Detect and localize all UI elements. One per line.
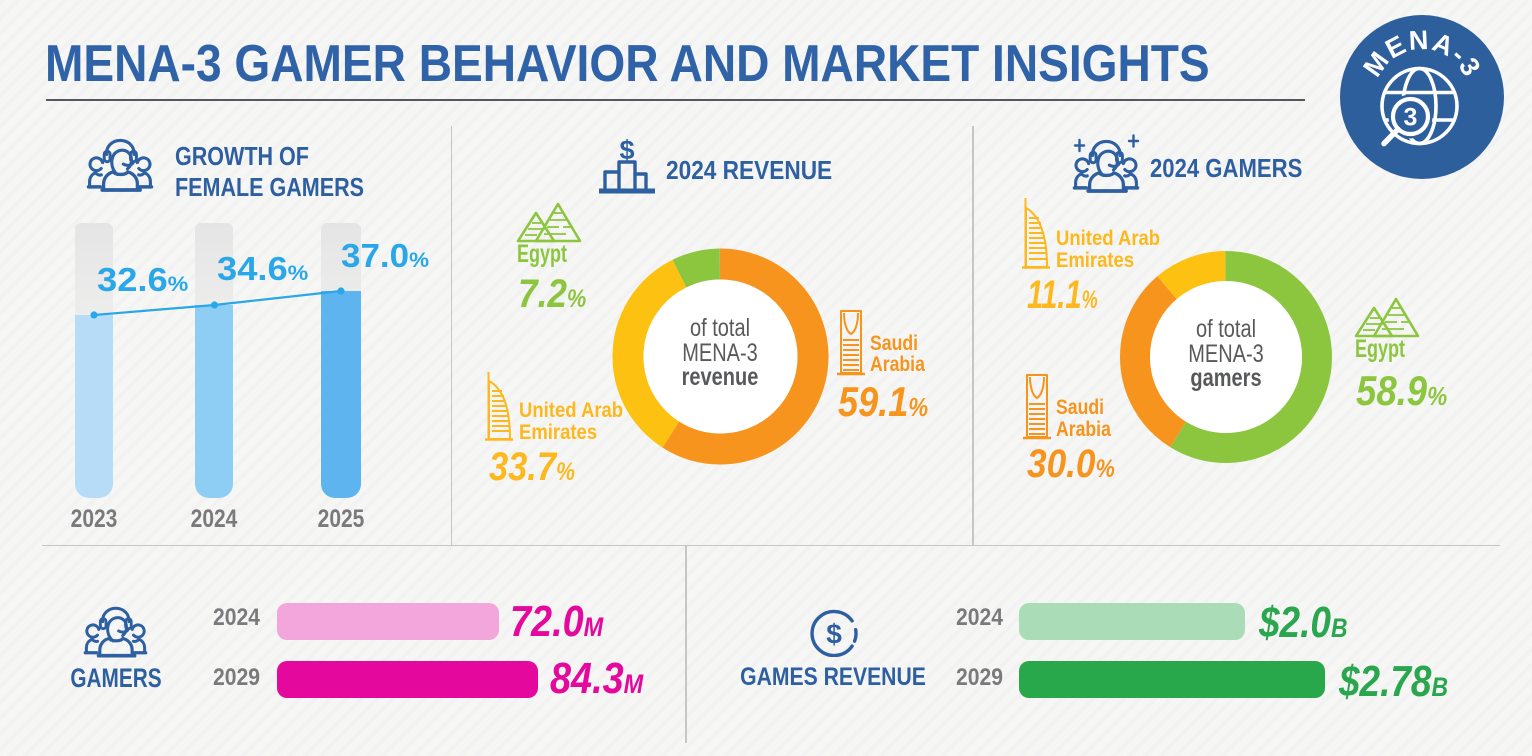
svg-text:$: $: [619, 139, 634, 165]
svg-text:3: 3: [1404, 103, 1418, 131]
svg-text:$: $: [826, 619, 842, 650]
